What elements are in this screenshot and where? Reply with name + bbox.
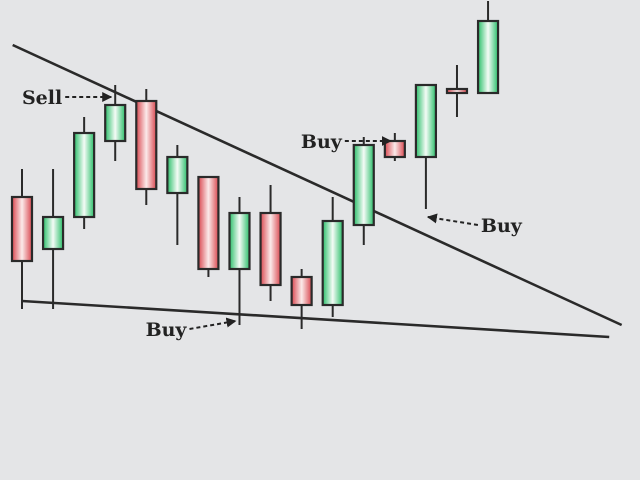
candle xyxy=(166,145,189,245)
candle xyxy=(41,169,65,309)
candle xyxy=(104,85,127,161)
candle xyxy=(259,185,282,301)
bearish-candle-body xyxy=(259,211,282,287)
bearish-candle-body xyxy=(290,275,313,307)
candle xyxy=(414,83,438,209)
annotation-label: Buy xyxy=(146,319,188,341)
bearish-candle-body xyxy=(445,87,469,95)
candle xyxy=(228,197,251,325)
bullish-candle-body xyxy=(41,215,65,251)
bearish-candle-body xyxy=(197,175,220,271)
bullish-candle-body xyxy=(73,131,96,219)
annotation-label: Buy xyxy=(481,215,523,237)
annotation: Sell xyxy=(22,87,113,109)
candle xyxy=(135,89,158,205)
candle xyxy=(290,269,313,329)
bearish-candle-body xyxy=(10,195,34,263)
annotation-arrow xyxy=(426,213,479,226)
candle xyxy=(197,175,220,277)
candle xyxy=(73,117,96,229)
candles xyxy=(10,1,500,329)
bullish-candle-body xyxy=(321,219,344,307)
bearish-candle-body xyxy=(383,139,406,159)
bullish-candle-body xyxy=(352,143,375,227)
candle xyxy=(321,197,344,317)
annotation: Buy xyxy=(426,213,523,237)
support-trendline xyxy=(21,299,610,339)
trendlines xyxy=(12,43,623,339)
bullish-candle-body xyxy=(476,19,500,95)
bullish-candle-body xyxy=(166,155,189,195)
bullish-candle-body xyxy=(228,211,251,271)
candle xyxy=(10,169,34,309)
annotations: Sell Buy Buy Buy xyxy=(22,87,523,341)
annotation-label: Buy xyxy=(301,131,343,153)
candle xyxy=(476,1,500,95)
annotation: Buy xyxy=(146,317,237,341)
bullish-candle-body xyxy=(104,103,127,143)
candle xyxy=(352,137,375,245)
annotation-arrow xyxy=(189,317,237,330)
bearish-candle-body xyxy=(135,99,158,191)
bullish-candle-body xyxy=(414,83,438,159)
candle xyxy=(445,65,469,117)
resistance-trendline xyxy=(12,43,623,327)
annotation-label: Sell xyxy=(22,87,62,109)
annotation: Buy xyxy=(301,131,392,153)
